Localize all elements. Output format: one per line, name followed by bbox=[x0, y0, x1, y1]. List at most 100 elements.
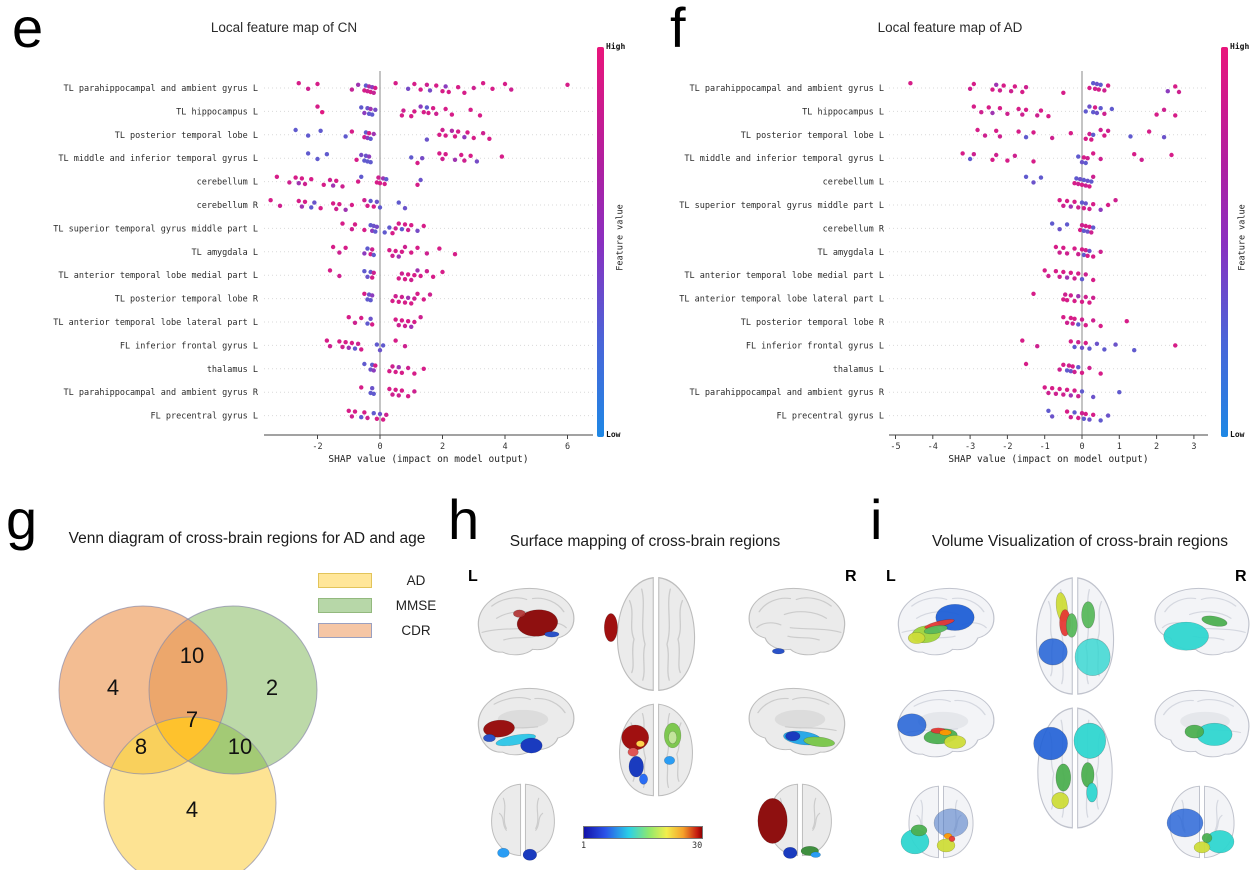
x-tick-label: -2 bbox=[1002, 442, 1012, 452]
feature-label: TL posterior temporal lobe L bbox=[741, 131, 884, 141]
legend-row-mmse: MMSE bbox=[318, 593, 446, 618]
brain-render-medialR bbox=[1154, 689, 1250, 758]
feature-label: TL anterior temporal lobe lateral part L bbox=[53, 318, 258, 328]
feature-label: TL hippocampus L bbox=[802, 107, 884, 117]
legend-row-cdr: CDR bbox=[318, 618, 446, 643]
venn-count: 2 bbox=[266, 675, 278, 700]
legend-label-mmse: MMSE bbox=[395, 598, 437, 613]
x-tick-label: 3 bbox=[1191, 442, 1196, 452]
x-axis-label: SHAP value (impact on model output) bbox=[328, 454, 528, 465]
panel-letter-e: e bbox=[12, 0, 44, 59]
panel-letter-g: g bbox=[6, 488, 38, 551]
feature-label: TL anterior temporal lobe medial part L bbox=[684, 271, 884, 281]
feature-label: TL middle and inferior temporal gyrus L bbox=[58, 154, 258, 164]
feature-label: TL amygdala L bbox=[817, 248, 884, 258]
feature-label: thalamus L bbox=[207, 365, 258, 375]
feature-label: cerebellum R bbox=[823, 224, 885, 234]
colorbar-f bbox=[1221, 47, 1228, 437]
surface-colorbar bbox=[583, 826, 703, 839]
colorbar-f-high-label: High bbox=[1230, 42, 1250, 51]
feature-label: TL parahippocampal and ambient gyrus R bbox=[64, 388, 259, 398]
venn-legend: AD MMSE CDR bbox=[318, 568, 446, 643]
legend-label-cdr: CDR bbox=[401, 623, 431, 638]
panel-e-title: Local feature map of CN bbox=[210, 20, 358, 35]
legend-swatch-mmse bbox=[318, 598, 372, 613]
brain-render-dorsal bbox=[604, 576, 696, 691]
legend-swatch-ad bbox=[318, 573, 372, 588]
brain-render-lateralL bbox=[897, 587, 995, 656]
brain-render-lateralL bbox=[477, 587, 575, 656]
x-tick-label: 1 bbox=[1117, 442, 1122, 452]
feature-label: TL posterior temporal lobe R bbox=[741, 318, 885, 328]
panel-letter-h: h bbox=[448, 488, 480, 551]
x-tick-label: -3 bbox=[965, 442, 975, 452]
brain-render-medialR bbox=[748, 687, 846, 756]
panel-f-title: Local feature map of AD bbox=[877, 20, 1023, 35]
feature-label: TL amygdala L bbox=[191, 248, 258, 258]
feature-label: FL precentral gyrus L bbox=[151, 412, 258, 422]
colorbar-e bbox=[597, 47, 604, 437]
venn-svg: 4 10 2 7 8 10 4 bbox=[58, 605, 318, 870]
venn-count: 4 bbox=[186, 797, 198, 822]
feature-label: TL superior temporal gyrus middle part L bbox=[679, 201, 884, 211]
x-tick-label: 4 bbox=[502, 442, 507, 452]
feature-label: TL hippocampus L bbox=[176, 107, 258, 117]
panel-h-title: Surface mapping of cross-brain regions bbox=[509, 533, 781, 550]
feature-label: cerebellum L bbox=[197, 178, 258, 188]
venn-count: 7 bbox=[186, 707, 198, 732]
brain-render-lateralR bbox=[748, 587, 846, 656]
feature-label: TL parahippocampal and ambient gyrus L bbox=[64, 84, 258, 94]
panel-letter-i: i bbox=[870, 488, 883, 551]
brain-render-posterior bbox=[491, 783, 555, 861]
feature-label: TL parahippocampal and ambient gyrus R bbox=[690, 388, 885, 398]
feature-label: TL anterior temporal lobe lateral part L bbox=[679, 295, 884, 305]
venn-count: 8 bbox=[135, 734, 147, 759]
feature-label: thalamus L bbox=[833, 365, 884, 375]
x-tick-label: 2 bbox=[1154, 442, 1159, 452]
venn-count: 4 bbox=[107, 675, 119, 700]
feature-label: TL middle and inferior temporal gyrus L bbox=[684, 154, 884, 164]
feature-label: TL superior temporal gyrus middle part L bbox=[53, 224, 258, 234]
brain-render-axial bbox=[1033, 707, 1113, 829]
x-tick-label: 2 bbox=[440, 442, 445, 452]
panel-letter-f: f bbox=[670, 0, 686, 59]
x-tick-label: -5 bbox=[890, 442, 900, 452]
legend-label-ad: AD bbox=[406, 573, 426, 588]
colorbar-f-axis-label: Feature value bbox=[1237, 204, 1248, 271]
panel-g-title: Venn diagram of cross-brain regions for … bbox=[68, 530, 426, 547]
colorbar-e-axis-label: Feature value bbox=[615, 204, 626, 271]
legend-swatch-cdr bbox=[318, 623, 372, 638]
brain-render-axial bbox=[619, 703, 693, 797]
surface-colorbar-min: 1 bbox=[581, 841, 587, 851]
panel-i-left-label: L bbox=[886, 568, 896, 585]
colorbar-e-low-label: Low bbox=[606, 430, 621, 439]
venn-count: 10 bbox=[228, 734, 252, 759]
feature-label: FL precentral gyrus L bbox=[777, 412, 884, 422]
surface-colorbar-max: 30 bbox=[692, 841, 703, 851]
panel-h-left-label: L bbox=[468, 568, 478, 585]
legend-row-ad: AD bbox=[318, 568, 446, 593]
shap-beeswarm-ad: TL parahippocampal and ambient gyrus L TL… bbox=[660, 55, 1216, 467]
feature-label: cerebellum L bbox=[823, 178, 884, 188]
colorbar-e-high-label: High bbox=[606, 42, 626, 51]
feature-label: TL posterior temporal lobe L bbox=[115, 131, 258, 141]
venn-count: 10 bbox=[180, 643, 204, 668]
feature-label: TL posterior temporal lobe R bbox=[115, 295, 259, 305]
brain-render-medialL bbox=[897, 689, 995, 758]
colorbar-f-low-label: Low bbox=[1230, 430, 1245, 439]
shap-beeswarm-cn: TL parahippocampal and ambient gyrus L TL… bbox=[0, 55, 600, 467]
beeswarm-svg-f: TL parahippocampal and ambient gyrus L TL… bbox=[679, 71, 1208, 465]
brain-render-medialL bbox=[477, 687, 575, 756]
brain-render-dorsal bbox=[1035, 577, 1115, 695]
x-tick-label: -4 bbox=[928, 442, 938, 452]
x-tick-label: -2 bbox=[312, 442, 322, 452]
x-tick-label: 0 bbox=[377, 442, 382, 452]
brain-render-posterior bbox=[900, 785, 974, 859]
venn-diagram: 4 10 2 7 8 10 4 bbox=[20, 555, 440, 870]
x-tick-label: -1 bbox=[1040, 442, 1050, 452]
x-tick-label: 0 bbox=[1079, 442, 1084, 452]
feature-label: FL inferior frontal gyrus L bbox=[120, 341, 258, 351]
panel-h-right-label: R bbox=[845, 568, 857, 585]
brain-render-posterior bbox=[1166, 785, 1235, 859]
